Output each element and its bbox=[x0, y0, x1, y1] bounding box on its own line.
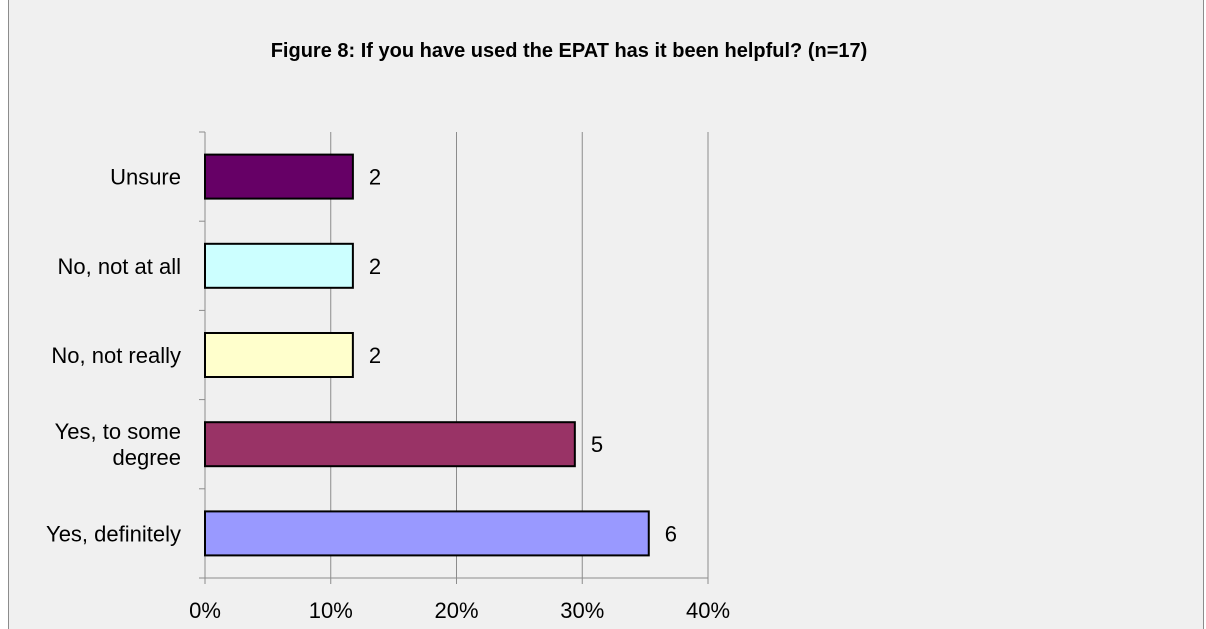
data-label: 2 bbox=[369, 254, 381, 279]
data-label: 5 bbox=[591, 432, 603, 457]
bar bbox=[204, 242, 354, 289]
category-label-line: No, not really bbox=[51, 343, 181, 368]
chart-title: Figure 8: If you have used the EPAT has … bbox=[270, 40, 868, 62]
category-label-line: Yes, to some bbox=[55, 419, 181, 444]
category-label: Yes, definitely bbox=[46, 521, 181, 546]
bar bbox=[204, 421, 576, 468]
category-label-line: Unsure bbox=[110, 165, 181, 190]
category-label-line: No, not at all bbox=[57, 254, 181, 279]
x-tick-label: 0% bbox=[189, 598, 221, 623]
data-label: 6 bbox=[665, 521, 677, 546]
bar bbox=[204, 510, 650, 557]
bar bbox=[204, 332, 354, 378]
data-label: 2 bbox=[369, 343, 381, 368]
bar bbox=[204, 153, 354, 200]
category-label: Unsure bbox=[110, 165, 181, 190]
x-tick-label: 40% bbox=[686, 598, 730, 623]
category-label-line: degree bbox=[112, 445, 181, 470]
category-label: Yes, to some degree bbox=[55, 419, 181, 470]
category-label-line: Yes, definitely bbox=[46, 521, 181, 546]
category-label: No, not really bbox=[51, 343, 181, 368]
data-label: 2 bbox=[369, 165, 381, 190]
x-tick-label: 10% bbox=[309, 598, 353, 623]
x-tick-label: 30% bbox=[560, 598, 604, 623]
x-tick-label: 20% bbox=[434, 598, 478, 623]
category-label: No, not at all bbox=[57, 254, 181, 279]
